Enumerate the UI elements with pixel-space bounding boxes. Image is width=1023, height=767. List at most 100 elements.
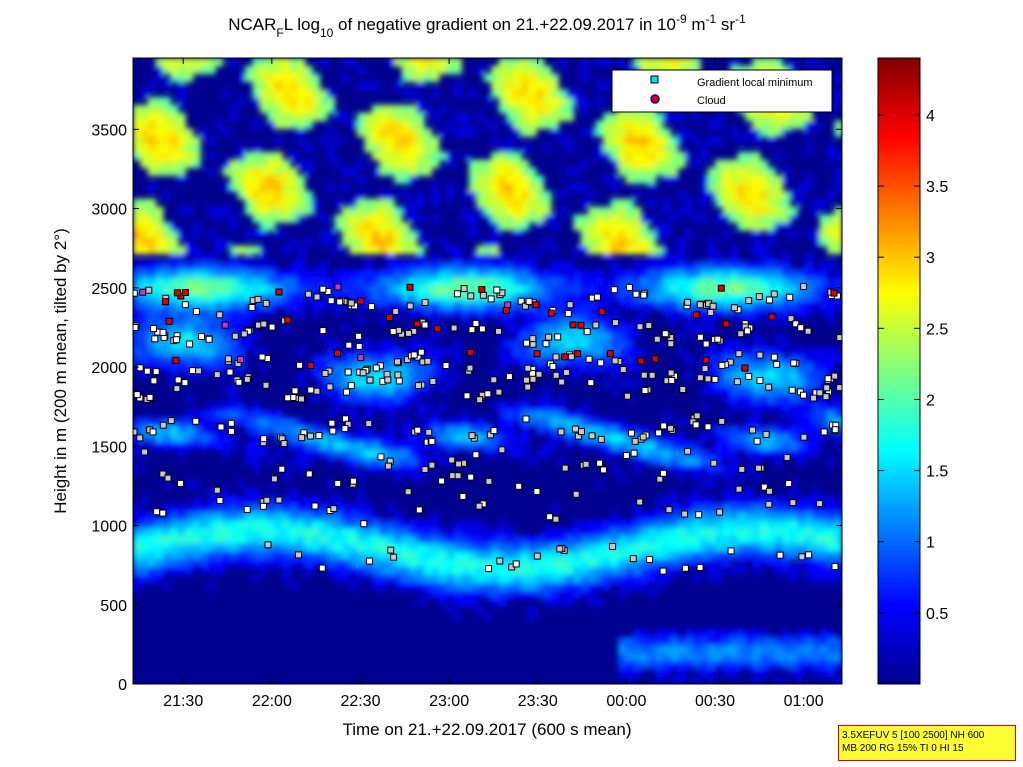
gradient-min-point <box>392 308 400 315</box>
heatmap-cell <box>386 402 395 411</box>
heatmap-cell <box>655 112 664 122</box>
heatmap-cell <box>252 65 261 75</box>
colorbar-tick-label: 2.5 <box>926 321 948 338</box>
heatmap-cell <box>655 245 664 255</box>
heatmap-cell <box>155 535 164 544</box>
heatmap-cell <box>334 292 343 302</box>
heatmap-cell <box>431 574 440 583</box>
heatmap-cell <box>707 277 716 286</box>
heatmap-cell <box>618 300 627 309</box>
heatmap-cell <box>259 104 268 114</box>
heatmap-cell <box>364 292 373 302</box>
heatmap-cell <box>648 167 657 176</box>
heatmap-cells <box>133 58 842 684</box>
heatmap-cell <box>237 183 246 192</box>
heatmap-cell <box>446 574 455 583</box>
heatmap-cell <box>812 535 821 544</box>
heatmap-cell <box>312 496 321 505</box>
heatmap-cell <box>274 504 283 513</box>
heatmap-cell <box>603 300 612 309</box>
heatmap-cell <box>297 511 306 521</box>
x-axis-label: Time on 21.+22.09.2017 (600 s mean) <box>342 720 631 739</box>
heatmap-cell <box>543 417 552 427</box>
cloud-point <box>637 357 645 365</box>
heatmap-cell <box>416 73 425 82</box>
heatmap-cell <box>700 269 709 278</box>
heatmap-cell <box>625 378 634 388</box>
gradient-min-point <box>521 302 529 310</box>
heatmap-cell <box>483 253 492 262</box>
heatmap-cell <box>573 363 582 372</box>
heatmap-cell <box>588 566 597 575</box>
heatmap-cell <box>215 410 224 419</box>
heatmap-cell <box>536 104 545 114</box>
heatmap-cell <box>506 527 515 536</box>
heatmap-cell <box>640 558 649 568</box>
gradient-min-point <box>438 477 446 485</box>
gradient-min-point <box>394 371 402 379</box>
heatmap-cell <box>416 230 425 239</box>
heatmap-cell <box>431 558 440 568</box>
heatmap-cell <box>230 183 239 192</box>
heatmap-cell <box>677 535 686 544</box>
heatmap-cell <box>692 292 701 302</box>
heatmap-cell <box>401 269 410 278</box>
heatmap-cell <box>759 543 768 552</box>
heatmap-cell <box>707 668 716 677</box>
heatmap-cell <box>767 504 776 513</box>
heatmap-cell <box>274 81 283 90</box>
heatmap-cell <box>215 363 224 372</box>
heatmap-cell <box>356 191 365 200</box>
heatmap-cell <box>476 191 485 200</box>
heatmap-cell <box>401 574 410 583</box>
heatmap-cell <box>289 519 298 529</box>
heatmap-cell <box>162 308 171 317</box>
heatmap-cell <box>185 543 194 552</box>
heatmap-cell <box>252 183 261 192</box>
heatmap-cell <box>177 331 186 341</box>
gradient-min-point <box>415 382 422 390</box>
heatmap-cell <box>140 433 149 442</box>
heatmap-cell <box>670 558 679 568</box>
heatmap-cell <box>722 277 731 286</box>
heatmap-cell <box>730 58 739 67</box>
heatmap-cell <box>409 464 418 474</box>
heatmap-cell <box>483 613 492 622</box>
heatmap-cell <box>655 151 664 161</box>
heatmap-cell <box>692 472 701 482</box>
heatmap-cell <box>536 284 545 294</box>
heatmap-cell <box>349 449 358 458</box>
heatmap-cell <box>349 551 358 560</box>
heatmap-cell <box>356 159 365 169</box>
heatmap-cell <box>133 198 142 208</box>
x-tick-label: 00:30 <box>695 693 735 710</box>
heatmap-cell <box>767 308 776 317</box>
heatmap-cell <box>774 300 783 309</box>
gradient-min-point <box>755 464 762 472</box>
legend-cloud-label: Cloud <box>697 95 726 107</box>
heatmap-cell <box>379 230 388 239</box>
heatmap-cell <box>745 316 754 325</box>
heatmap-cell <box>745 504 754 513</box>
heatmap-cell <box>797 371 806 380</box>
heatmap-cell <box>543 73 552 82</box>
heatmap-cell <box>573 167 582 176</box>
heatmap-cell <box>573 566 582 575</box>
heatmap-cell <box>304 519 313 529</box>
heatmap-cell <box>237 558 246 568</box>
heatmap-cell <box>700 433 709 442</box>
heatmap-cell <box>424 238 433 247</box>
heatmap-cell <box>498 519 507 529</box>
heatmap-cell <box>648 58 657 67</box>
gradient-min-point <box>136 434 144 442</box>
heatmap-cell <box>155 363 164 372</box>
heatmap-cell <box>334 519 343 529</box>
heatmap-cell <box>730 206 739 216</box>
heatmap-cell <box>737 660 746 669</box>
heatmap-cell <box>610 386 619 395</box>
heatmap-cell <box>140 159 149 169</box>
heatmap-cell <box>789 58 798 67</box>
heatmap-cell <box>230 277 239 286</box>
heatmap-cell <box>215 238 224 247</box>
heatmap-cell <box>543 386 552 395</box>
